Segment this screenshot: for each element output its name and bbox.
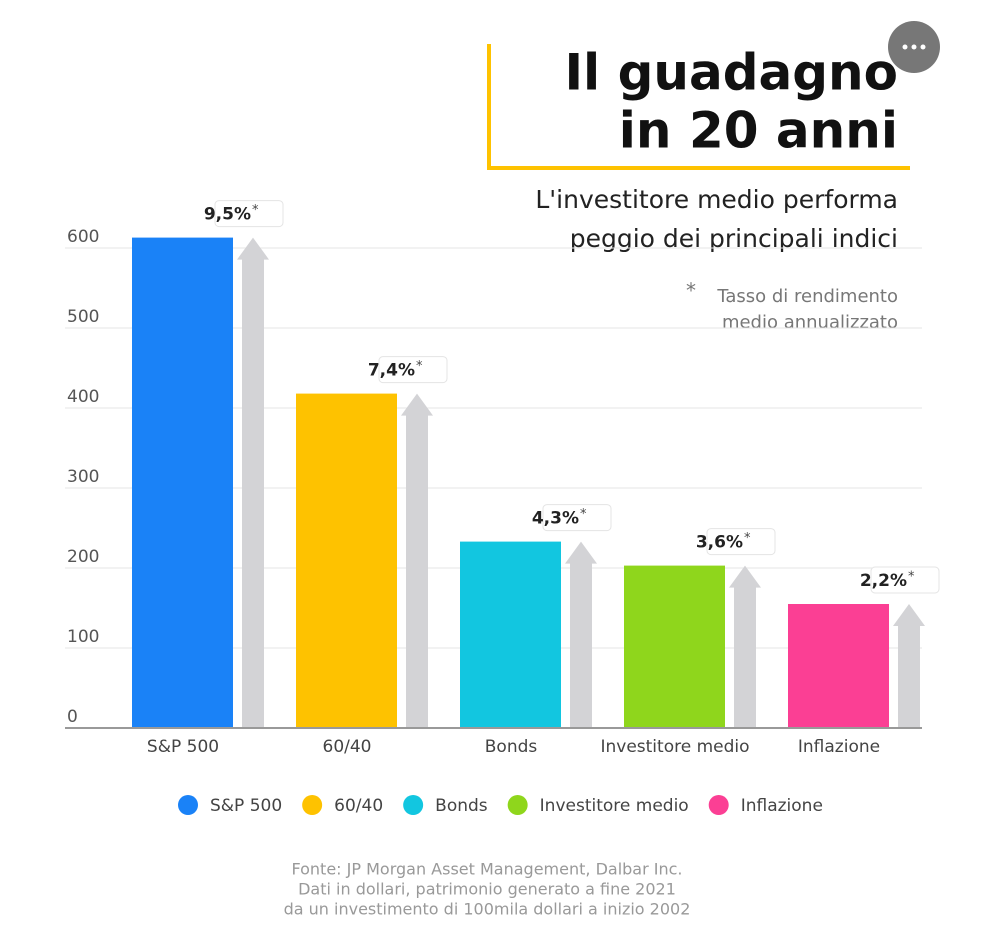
- bar: [296, 393, 397, 728]
- rate-label: 2,2%: [860, 571, 907, 591]
- y-tick-label: 600: [67, 227, 99, 247]
- note-mark: *: [416, 359, 423, 374]
- source: Fonte: JP Morgan Asset Management, Dalba…: [291, 860, 682, 879]
- x-tick-label: 60/40: [323, 737, 372, 757]
- arrow: [401, 393, 433, 728]
- y-tick-label: 200: [67, 547, 99, 567]
- subtitle: L'investitore medio performa: [535, 185, 898, 214]
- y-tick-label: 300: [67, 467, 99, 487]
- legend-label: Investitore medio: [540, 796, 689, 816]
- bar: [788, 604, 889, 728]
- note-mark: *: [686, 279, 696, 303]
- legend-dot: [708, 795, 729, 815]
- legend-label: S&P 500: [210, 796, 282, 816]
- legend-dot: [178, 795, 198, 815]
- bar: [624, 565, 725, 728]
- rate-label: 3,6%: [696, 533, 743, 553]
- x-tick-label: S&P 500: [147, 737, 219, 757]
- arrow: [565, 541, 597, 728]
- arrow: [893, 604, 925, 728]
- legend-label: Bonds: [435, 796, 488, 816]
- rate-label: 7,4%: [368, 361, 415, 381]
- x-tick-label: Inflazione: [798, 737, 880, 757]
- source: da un investimento di 100mila dollari a …: [284, 900, 691, 919]
- label-box: [214, 200, 284, 228]
- note: medio annualizzato: [722, 312, 898, 333]
- bar: [132, 237, 233, 728]
- subtitle: peggio dei principali indici: [570, 224, 898, 253]
- chart-title: in 20 anni: [619, 102, 898, 160]
- menu-dot[interactable]: [911, 44, 917, 50]
- legend-label: Inflazione: [741, 796, 823, 816]
- legend-label: 60/40: [334, 796, 383, 816]
- legend-dot: [403, 795, 424, 815]
- menu-dot[interactable]: [902, 44, 908, 50]
- y-tick-label: 400: [67, 387, 99, 407]
- x-tick-label: Bonds: [485, 737, 538, 757]
- y-tick-label: 500: [67, 307, 99, 327]
- menu-button[interactable]: [888, 21, 940, 73]
- rate-label: 9,5%: [204, 205, 251, 225]
- arrow: [237, 237, 269, 728]
- chart-title: Il guadagno: [564, 44, 898, 102]
- y-tick-label: 0: [67, 707, 78, 727]
- note-mark: *: [252, 203, 259, 218]
- note: Tasso di rendimento: [716, 286, 898, 307]
- label-box: [870, 566, 940, 594]
- menu-dot[interactable]: [920, 44, 926, 50]
- note-mark: *: [580, 507, 587, 522]
- note-mark: *: [744, 531, 751, 546]
- y-tick-label: 100: [67, 627, 99, 647]
- arrow: [729, 565, 761, 728]
- label-box: [378, 356, 448, 384]
- note-mark: *: [908, 570, 915, 585]
- x-tick-label: Investitore medio: [600, 737, 749, 757]
- bar: [460, 541, 561, 728]
- rate-label: 4,3%: [532, 509, 579, 529]
- legend-dot: [302, 795, 323, 815]
- legend-dot: [507, 795, 528, 815]
- label-box: [542, 504, 612, 532]
- source: Dati in dollari, patrimonio generato a f…: [298, 880, 676, 899]
- label-box: [706, 528, 776, 556]
